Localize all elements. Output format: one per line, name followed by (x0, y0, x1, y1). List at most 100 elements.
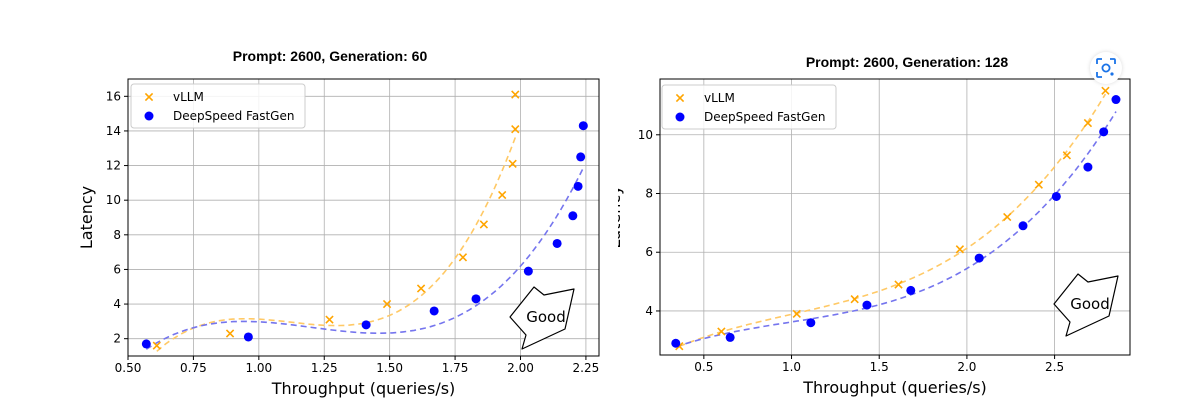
data-point-vllm (1083, 118, 1093, 128)
x-tick-label: 1.25 (311, 361, 338, 375)
data-point-fastgen (361, 320, 371, 330)
good-arrow: Good (1053, 273, 1119, 337)
data-point-vllm (508, 159, 517, 168)
y-tick-label: 12 (106, 159, 121, 173)
y-tick-label: 16 (106, 89, 121, 103)
fit-curve-fastgen (675, 111, 1117, 348)
fit-curves (145, 137, 585, 352)
data-point-fastgen (573, 181, 583, 191)
x-tick-label: 0.5 (694, 360, 713, 374)
good-arrow: Good (509, 286, 575, 350)
x-tick-label: 0.50 (115, 361, 142, 375)
legend-label: vLLM (704, 91, 735, 105)
data-point-fastgen (243, 332, 253, 342)
data-point-vllm (511, 125, 520, 134)
y-tick-label: 2 (113, 332, 121, 346)
data-point-vllm (894, 280, 903, 289)
series-vllm (675, 86, 1110, 351)
data-point-vllm (458, 253, 468, 262)
data-point-fastgen (906, 285, 916, 295)
data-point-vllm (1003, 212, 1012, 222)
y-tick-label: 4 (113, 297, 121, 311)
data-point-fastgen (552, 238, 562, 248)
y-tick-label: 6 (645, 245, 653, 259)
data-point-vllm (382, 299, 392, 309)
x-tick-label: 2.0 (957, 360, 976, 374)
good-label: Good (526, 308, 566, 326)
data-point-fastgen (576, 152, 586, 162)
legend-marker-vllm (144, 92, 154, 102)
y-tick-label: 6 (113, 262, 121, 276)
y-axis-label-clipped: Latency (605, 185, 624, 248)
y-tick-label: 10 (106, 193, 121, 207)
y-tick-label: 10 (638, 128, 653, 142)
data-point-vllm (325, 315, 334, 324)
data-point-vllm (850, 295, 859, 304)
data-point-fastgen (471, 294, 481, 304)
data-point-vllm (792, 309, 801, 319)
data-point-fastgen (1099, 127, 1109, 137)
fit-curves (675, 93, 1117, 348)
data-point-vllm (1101, 86, 1110, 95)
data-point-vllm (152, 341, 161, 350)
x-tick-label: 0.75 (180, 361, 207, 375)
x-axis-label: Throughput (queries/s) (271, 379, 456, 398)
x-axis-label: Throughput (queries/s) (802, 378, 987, 397)
data-point-vllm (955, 245, 965, 254)
legend-label: DeepSpeed FastGen (704, 110, 825, 124)
legend-marker-fastgen (144, 111, 154, 121)
visual-search-button[interactable] (1090, 52, 1122, 84)
x-tick-label: 1.50 (376, 361, 403, 375)
chart-title: Prompt: 2600, Generation: 128 (806, 54, 1009, 70)
legend-label: DeepSpeed FastGen (173, 109, 294, 123)
legend-marker-vllm (675, 93, 685, 103)
x-tick-label: 2.5 (1045, 360, 1064, 374)
data-point-vllm (498, 190, 507, 200)
data-point-fastgen (806, 318, 816, 328)
data-point-vllm (511, 90, 520, 99)
data-point-fastgen (141, 339, 151, 349)
data-point-fastgen (1111, 95, 1121, 105)
legend-label: vLLM (173, 90, 204, 104)
y-tick-label: 8 (645, 187, 653, 201)
legend-marker-fastgen (675, 112, 685, 122)
data-point-vllm (717, 327, 726, 336)
data-point-fastgen (568, 211, 578, 221)
chart-2: 0.5 1.0 1.5 2.0 2.5 4 6 8 10 Prompt: 2600, Genera… (605, 54, 1131, 397)
data-point-fastgen (1051, 191, 1061, 201)
legend: vLLM DeepSpeed FastGen (661, 84, 837, 130)
x-tick-label: 2.25 (573, 361, 600, 375)
series-fastgen (671, 95, 1121, 348)
data-point-fastgen (725, 332, 735, 342)
data-point-fastgen (429, 306, 439, 316)
fit-curve-vllm (156, 137, 517, 352)
data-point-vllm (416, 284, 426, 293)
data-point-fastgen (578, 121, 588, 131)
x-tick-label: 1.75 (442, 361, 469, 375)
data-point-vllm (479, 220, 489, 229)
data-point-fastgen (1083, 162, 1093, 172)
chart-title: Prompt: 2600, Generation: 60 (233, 48, 428, 64)
series-fastgen (141, 121, 588, 349)
x-tick-label: 1.00 (245, 361, 272, 375)
good-arrow-shape (1053, 273, 1119, 337)
data-point-fastgen (862, 300, 872, 310)
legend: vLLM DeepSpeed FastGen (130, 83, 306, 129)
data-point-vllm (225, 329, 235, 338)
y-tick-label: 8 (113, 228, 121, 242)
x-tick-label: 2.00 (507, 361, 534, 375)
fit-curve-vllm (679, 93, 1107, 348)
legend-box (130, 83, 306, 129)
y-axis-label: Latency (605, 185, 624, 248)
lens-icon (1096, 58, 1116, 78)
chart-1: 0.50 0.75 1.00 1.25 1.50 1.75 2.00 2.25 2 4 6 8 10 12… (77, 48, 600, 398)
plot-frame (659, 78, 1131, 356)
data-point-vllm (1062, 151, 1072, 160)
data-point-vllm (1034, 180, 1043, 189)
y-axis-label: Latency (77, 186, 96, 249)
legend-box (661, 84, 837, 130)
data-point-fastgen (523, 266, 533, 276)
x-tick-label: 1.0 (782, 360, 801, 374)
data-point-fastgen (1018, 221, 1028, 231)
